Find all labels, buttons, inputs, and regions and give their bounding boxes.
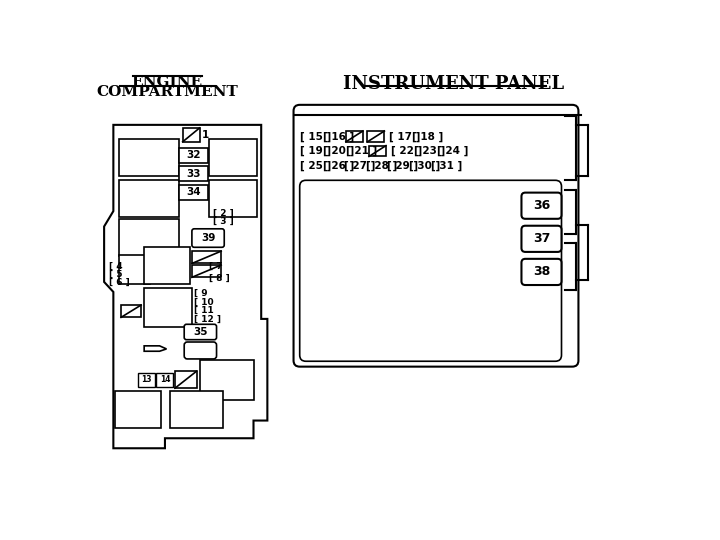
FancyBboxPatch shape [521,226,562,252]
Text: [ 21 ]: [ 21 ] [346,146,377,156]
Bar [346,131,363,142]
Text: [ 4: [ 4 [109,262,122,271]
Bar [175,372,197,388]
Bar [179,148,208,163]
Text: [ 18 ]: [ 18 ] [412,131,444,141]
Bar [179,166,208,181]
FancyBboxPatch shape [300,180,562,361]
Bar [144,288,192,327]
Text: [ 5: [ 5 [109,270,122,279]
Bar [138,373,155,387]
Text: 32: 32 [186,150,201,160]
Text: COMPARTMENT: COMPARTMENT [96,85,238,99]
Text: [ 20 ]: [ 20 ] [323,146,354,156]
Text: [ 3 ]: [ 3 ] [213,217,234,226]
Text: 13: 13 [141,375,152,384]
Text: [ 16 ]: [ 16 ] [323,131,354,141]
Bar [199,360,253,400]
Bar [209,180,256,217]
Bar [192,251,221,264]
Bar [192,265,221,278]
Text: 33: 33 [186,169,201,179]
Text: [ 15 ]: [ 15 ] [300,131,331,141]
Text: 1: 1 [202,130,209,140]
Text: INSTRUMENT PANEL: INSTRUMENT PANEL [343,75,564,93]
Text: 34: 34 [186,187,201,197]
Text: [ 10: [ 10 [194,298,214,307]
Text: [ 12 ]: [ 12 ] [194,314,221,323]
FancyBboxPatch shape [184,325,217,340]
Text: [ 31 ]: [ 31 ] [431,160,462,171]
Text: 14: 14 [160,375,170,384]
Bar [183,128,199,142]
Text: [ 2 ]: [ 2 ] [213,209,234,218]
FancyBboxPatch shape [521,193,562,219]
FancyBboxPatch shape [192,229,224,247]
Text: [ 7: [ 7 [209,262,222,271]
Text: [ 26 ]: [ 26 ] [323,160,354,171]
Text: 35: 35 [193,327,207,337]
Text: [ 23 ]: [ 23 ] [414,146,445,156]
Text: [ 30 ]: [ 30 ] [409,160,441,171]
Bar [121,305,141,318]
Bar [144,247,190,284]
Text: [ 9: [ 9 [194,289,208,298]
FancyBboxPatch shape [521,259,562,285]
Bar [369,146,386,157]
Bar [179,185,208,200]
Bar [367,131,384,142]
Bar [115,392,161,428]
Text: 39: 39 [201,233,215,243]
Text: [ 17 ]: [ 17 ] [389,131,420,141]
Bar [119,219,179,256]
Bar [119,139,179,177]
Text: [ 29 ]: [ 29 ] [387,160,418,171]
Bar [119,255,150,284]
Text: 36: 36 [533,199,550,212]
Text: [ 22 ]: [ 22 ] [390,146,422,156]
Text: 38: 38 [533,266,550,279]
Bar [209,139,256,177]
Text: ENGINE: ENGINE [132,75,203,89]
FancyBboxPatch shape [294,105,578,367]
Bar [156,373,174,387]
Text: [ 19 ]: [ 19 ] [300,146,330,156]
Text: [ 8 ]: [ 8 ] [209,274,230,282]
Text: 37: 37 [533,232,550,245]
Text: [ 24 ]: [ 24 ] [437,146,468,156]
Text: [ 25 ]: [ 25 ] [300,160,331,171]
Text: [ 6 ]: [ 6 ] [109,278,130,286]
Text: [ 11: [ 11 [194,306,214,315]
Bar [119,180,179,217]
Bar [171,392,222,428]
Text: [ 27 ]: [ 27 ] [344,160,376,171]
FancyBboxPatch shape [184,342,217,359]
Text: [ 28 ]: [ 28 ] [366,160,397,171]
